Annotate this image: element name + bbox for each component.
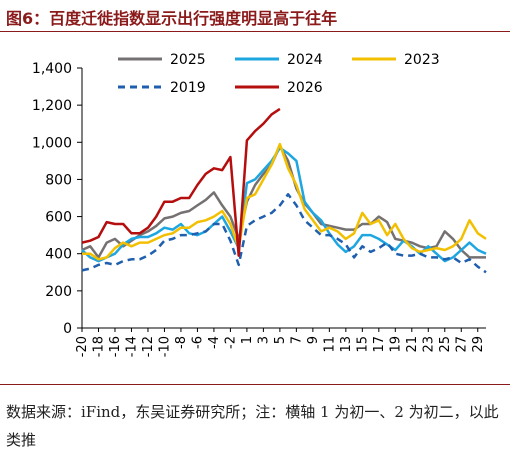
y-axis: 0 200 400 600 800 1,000 1,200 1,400 — [32, 61, 83, 337]
x-tick-label: 11 — [322, 336, 337, 353]
line-chart: 2025 2024 2023 2019 2026 0 200 400 600 800 1,000 1… — [32, 52, 487, 357]
x-tick-label: -12 — [141, 336, 156, 357]
series-line-2023 — [82, 142, 487, 261]
x-tick-label: 15 — [355, 336, 370, 353]
y-tick-label: 0 — [63, 321, 72, 337]
x-tick-label: 17 — [372, 336, 387, 353]
series-layer — [81, 107, 487, 274]
legend-label-2024: 2024 — [287, 52, 323, 68]
y-tick-label: 600 — [45, 210, 72, 226]
x-tick-label: 19 — [388, 336, 403, 353]
y-tick-label: 1,200 — [32, 98, 72, 114]
source-note: 数据来源：iFind，东吴证券研究所；注：横轴 1 为初一、2 为初二，以此类推 — [6, 403, 499, 449]
y-tick-label: 400 — [45, 247, 72, 263]
x-axis: -20 -18 -16 -14 -12 -10 -8 -6 -4 -2 1 3 5 7 9 11 13 15 17 1… — [75, 327, 486, 357]
x-tick-label: 1 — [240, 336, 255, 344]
x-tick-label: 23 — [421, 336, 436, 353]
title-bar: 图6：百度迁徙指数显示出行强度明显高于往年 — [0, 0, 510, 32]
x-tick-label: 7 — [289, 336, 304, 344]
bottom-rule — [0, 384, 510, 385]
legend-label-2019: 2019 — [170, 80, 206, 96]
x-tick-label: -20 — [75, 336, 90, 357]
series-line-2026 — [81, 107, 281, 257]
x-tick-label: 27 — [454, 336, 469, 353]
x-tick-label: 21 — [405, 336, 420, 353]
chart-legend: 2025 2024 2023 2019 2026 — [118, 52, 440, 96]
x-tick-label: 25 — [438, 336, 453, 353]
series-line-2024 — [81, 146, 487, 263]
legend-label-2023: 2023 — [404, 52, 440, 68]
x-tick-label: -6 — [190, 336, 205, 349]
x-tick-label: -14 — [124, 336, 139, 357]
x-tick-label: -2 — [223, 336, 238, 349]
x-tick-label: -4 — [207, 336, 222, 349]
x-tick-label: -10 — [157, 336, 172, 357]
y-tick-label: 200 — [45, 284, 72, 300]
legend-label-2026: 2026 — [287, 80, 323, 96]
x-tick-label: 3 — [256, 336, 271, 344]
y-tick-label: 1,000 — [32, 135, 72, 151]
x-tick-label: 29 — [471, 336, 486, 353]
y-tick-label: 1,400 — [32, 61, 72, 77]
x-tick-label: -8 — [174, 336, 189, 349]
legend-label-2025: 2025 — [170, 52, 206, 68]
figure-title: 图6：百度迁徙指数显示出行强度明显高于往年 — [6, 9, 338, 28]
x-tick-label: -18 — [91, 336, 106, 357]
x-tick-label: 13 — [339, 336, 354, 353]
x-tick-label: -16 — [108, 336, 123, 357]
x-tick-label: 9 — [306, 336, 321, 344]
x-tick-label: 5 — [273, 336, 288, 344]
y-tick-label: 800 — [45, 172, 72, 188]
